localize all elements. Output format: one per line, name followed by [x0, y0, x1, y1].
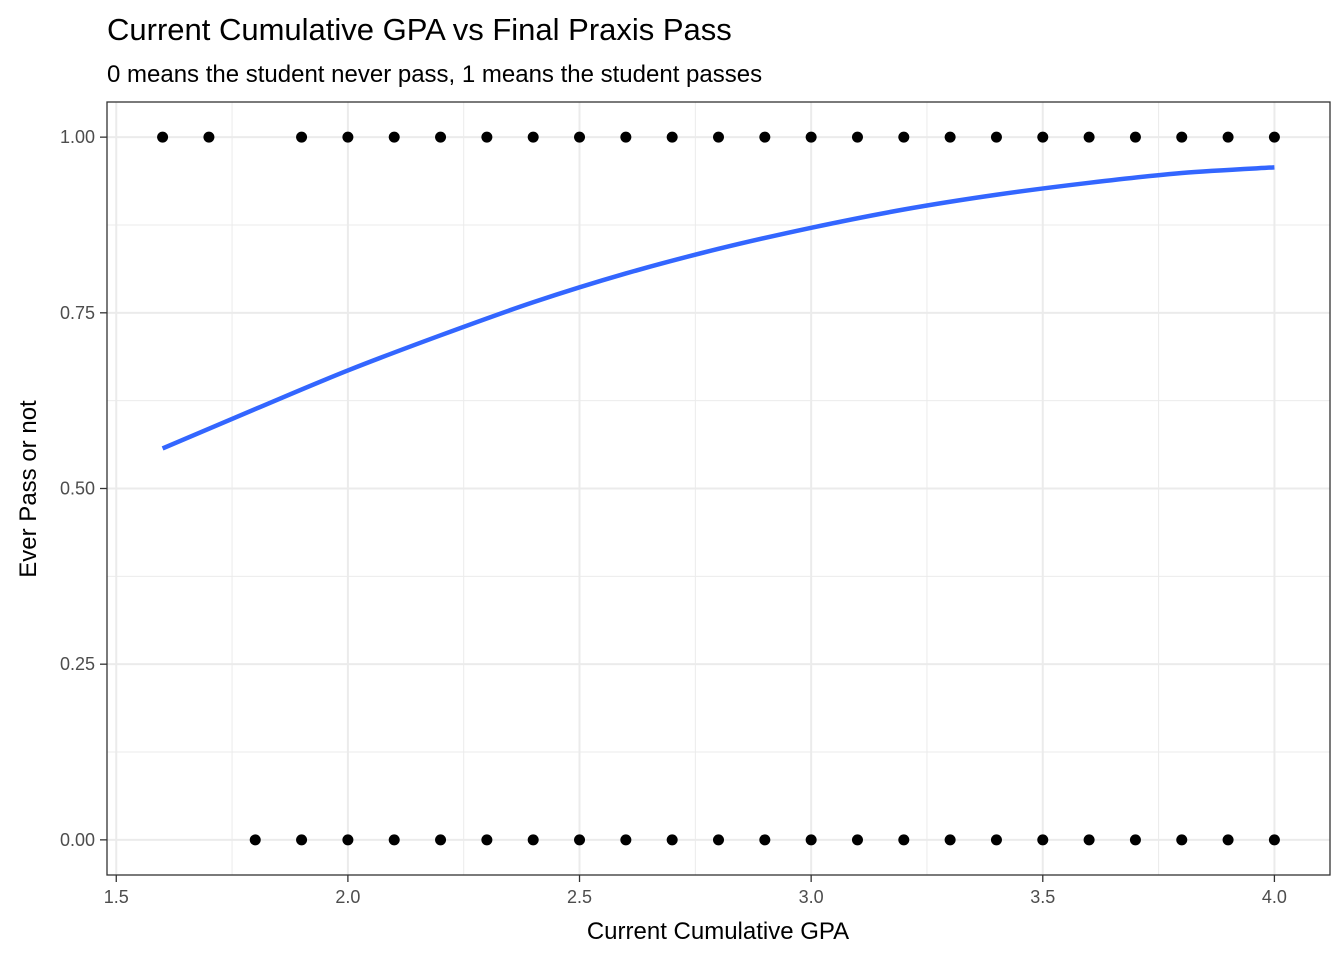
x-axis-ticks: 1.5 2.0 2.5 3.0 3.5 4.0: [104, 875, 1287, 907]
data-point-fail: [249, 834, 261, 846]
x-tick-label: 4.0: [1262, 887, 1287, 907]
data-point-pass: [1176, 131, 1188, 143]
data-point-pass: [388, 131, 400, 143]
data-point-pass: [203, 131, 215, 143]
data-point-pass: [1222, 131, 1234, 143]
chart-subtitle: 0 means the student never pass, 1 means …: [107, 61, 762, 88]
data-point-fail: [1083, 834, 1095, 846]
data-point-pass: [944, 131, 956, 143]
data-point-pass: [1129, 131, 1141, 143]
data-point-fail: [1176, 834, 1188, 846]
data-point-pass: [805, 131, 817, 143]
data-point-fail: [1037, 834, 1049, 846]
data-point-fail: [1222, 834, 1234, 846]
data-point-pass: [759, 131, 771, 143]
data-point-fail: [481, 834, 493, 846]
y-axis-title: Ever Pass or not: [15, 400, 42, 578]
data-point-pass: [481, 131, 493, 143]
data-point-fail: [1129, 834, 1141, 846]
data-point-fail: [574, 834, 586, 846]
y-tick-label: 1.00: [60, 127, 95, 147]
data-point-pass: [342, 131, 354, 143]
data-point-fail: [944, 834, 956, 846]
data-point-pass: [1037, 131, 1049, 143]
data-point-fail: [1268, 834, 1280, 846]
grid-major: [107, 102, 1330, 875]
x-tick-label: 2.0: [335, 887, 360, 907]
data-point-fail: [296, 834, 308, 846]
data-point-fail: [388, 834, 400, 846]
data-point-pass: [435, 131, 447, 143]
data-point-pass: [620, 131, 632, 143]
data-point-fail: [759, 834, 771, 846]
y-tick-label: 0.25: [60, 654, 95, 674]
y-tick-label: 0.75: [60, 303, 95, 323]
data-point-pass: [296, 131, 308, 143]
data-point-pass: [666, 131, 678, 143]
data-point-pass: [1083, 131, 1095, 143]
data-point-fail: [342, 834, 354, 846]
data-point-pass: [713, 131, 724, 143]
data-points: [157, 131, 1280, 846]
data-point-pass: [851, 131, 863, 143]
data-point-fail: [851, 834, 863, 846]
fit-curve: [161, 165, 1275, 451]
y-tick-label: 0.50: [60, 479, 95, 499]
data-point-pass: [574, 131, 586, 143]
x-tick-label: 2.5: [567, 887, 592, 907]
data-point-fail: [713, 834, 724, 846]
data-point-pass: [1268, 131, 1280, 143]
chart-title: Current Cumulative GPA vs Final Praxis P…: [107, 12, 732, 47]
data-point-pass: [157, 131, 169, 143]
data-point-fail: [666, 834, 678, 846]
data-point-fail: [435, 834, 447, 846]
x-tick-label: 3.5: [1030, 887, 1055, 907]
data-point-fail: [527, 834, 539, 846]
y-axis-ticks: 0.00 0.25 0.50 0.75 1.00: [60, 127, 107, 850]
x-axis-title: Current Cumulative GPA: [587, 918, 849, 945]
y-tick-label: 0.00: [60, 830, 95, 850]
x-tick-label: 3.0: [799, 887, 824, 907]
data-point-fail: [898, 834, 910, 846]
x-tick-label: 1.5: [104, 887, 129, 907]
data-point-pass: [990, 131, 1002, 143]
data-point-fail: [990, 834, 1002, 846]
data-point-pass: [898, 131, 910, 143]
data-point-pass: [527, 131, 539, 143]
data-point-fail: [620, 834, 632, 846]
data-point-fail: [805, 834, 817, 846]
